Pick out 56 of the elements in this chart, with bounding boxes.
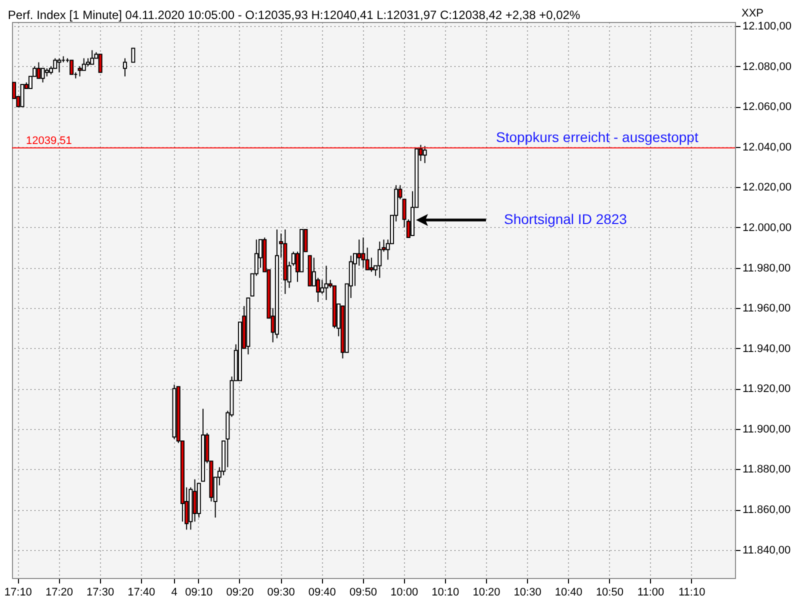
x-tick-label: 10:20 — [472, 586, 500, 598]
x-tick-label: 09:20 — [226, 586, 254, 598]
x-tick-label: 09:10 — [185, 586, 213, 598]
x-tick-label: 09:40 — [308, 586, 336, 598]
candlestick — [365, 247, 370, 270]
y-tick-label: 12.000,00 — [742, 222, 792, 234]
y-axis-title: XXP — [742, 8, 764, 20]
x-tick-label: 17:20 — [45, 586, 74, 598]
y-tick-label: 12.100,00 — [742, 20, 792, 33]
x-tick-label: 10:40 — [554, 586, 582, 598]
y-tick-label: 11.860,00 — [742, 504, 791, 516]
candlestick — [422, 146, 427, 164]
y-tick-label: 11.840,00 — [742, 544, 791, 556]
x-tick-label: 17:10 — [4, 586, 32, 598]
x-tick-label: 11:10 — [678, 586, 706, 598]
y-tick-label: 12.040,00 — [742, 141, 792, 154]
candlestick — [70, 60, 74, 75]
x-tick-label: 17:30 — [86, 586, 114, 598]
y-tick-label: 12.060,00 — [742, 101, 792, 114]
candlestick — [90, 50, 94, 65]
candlestick — [369, 257, 374, 272]
candlestick — [122, 58, 127, 77]
chart-title: Perf. Index [1 Minute] 04.11.2020 10:05:00 - O:12035,93 H:12040,41 L:12031,97 C:12038,42 +2,38 +0,02% — [8, 8, 580, 22]
candlestick — [324, 265, 328, 300]
annotation: Shortsignal ID 2823 — [504, 211, 628, 227]
y-tick-label: 11.960,00 — [742, 302, 791, 315]
x-tick-label: 09:30 — [267, 586, 295, 598]
candlestick — [40, 68, 45, 83]
x-tick-label: 10:50 — [596, 586, 624, 598]
candlestick — [361, 237, 366, 268]
x-tick-label: 10:00 — [390, 586, 418, 598]
candlestick — [20, 84, 24, 108]
x-tick-label: 11:00 — [637, 586, 664, 598]
y-tick-label: 12.020,00 — [742, 182, 792, 194]
candlestick — [357, 239, 362, 266]
y-tick-label: 11.880,00 — [742, 464, 791, 476]
candlestick — [131, 48, 136, 63]
x-tick-label: 17:40 — [128, 586, 156, 598]
candlestick — [57, 58, 62, 73]
x-tick-label: 4 — [171, 586, 178, 598]
y-tick-label: 11.980,00 — [742, 262, 791, 274]
y-tick-label: 12.080,00 — [742, 60, 792, 73]
y-tick-label: 11.900,00 — [742, 423, 791, 436]
annotation: Stoppkurs erreicht - ausgestoppt — [496, 128, 698, 145]
x-tick-label: 10:10 — [432, 586, 460, 598]
candlestick — [78, 66, 82, 77]
candlestick — [192, 478, 197, 522]
y-tick-label: 11.920,00 — [742, 383, 791, 396]
candlestick — [36, 62, 41, 79]
x-tick-label: 09:50 — [349, 586, 377, 598]
candlestick — [98, 54, 102, 73]
candlestick — [320, 279, 324, 294]
y-tick-label: 11.940,00 — [742, 342, 791, 355]
x-tick-label: 10:30 — [514, 586, 542, 598]
candlestick — [378, 241, 382, 278]
ref-line-label: 12039,51 — [26, 134, 72, 147]
